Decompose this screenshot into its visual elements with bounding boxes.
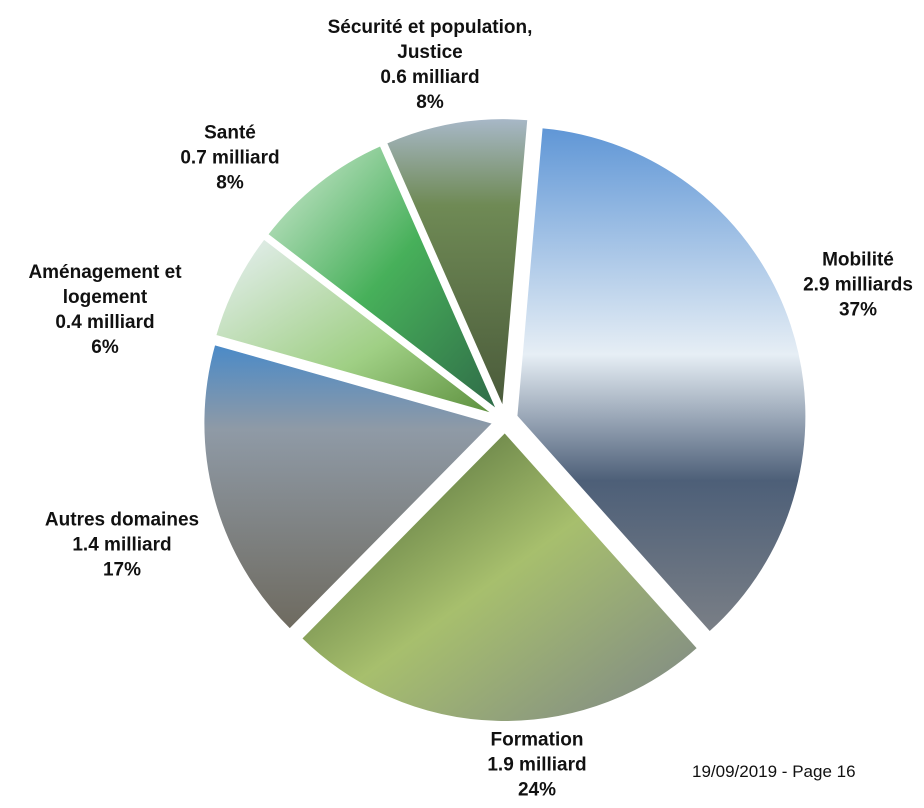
percent-label: 37% xyxy=(783,298,924,323)
footer: 19/09/2019 - Page 16 xyxy=(692,762,856,782)
percent-label: 8% xyxy=(325,90,535,115)
category-label: Autres domaines xyxy=(22,508,222,533)
category-label: Santé xyxy=(150,121,310,146)
percent-label: 8% xyxy=(150,171,310,196)
amount-label: 0.6 milliard xyxy=(325,65,535,90)
amount-label: 0.7 milliard xyxy=(150,146,310,171)
amount-label: 1.9 milliard xyxy=(437,753,637,778)
category-label: Aménagement et logement xyxy=(5,260,205,310)
percent-label: 6% xyxy=(5,335,205,360)
chart xyxy=(0,0,924,808)
amount-label: 2.9 milliards xyxy=(783,273,924,298)
category-label: Formation xyxy=(437,728,637,753)
percent-label: 17% xyxy=(22,558,222,583)
amount-label: 0.4 milliard xyxy=(5,310,205,335)
percent-label: 24% xyxy=(437,778,637,803)
category-label: Mobilité xyxy=(783,248,924,273)
amount-label: 1.4 milliard xyxy=(22,533,222,558)
category-label: Sécurité et population, Justice xyxy=(325,15,535,65)
page: 19/09/2019 - Page 16 Mobilité2.9 milliar… xyxy=(0,0,924,808)
